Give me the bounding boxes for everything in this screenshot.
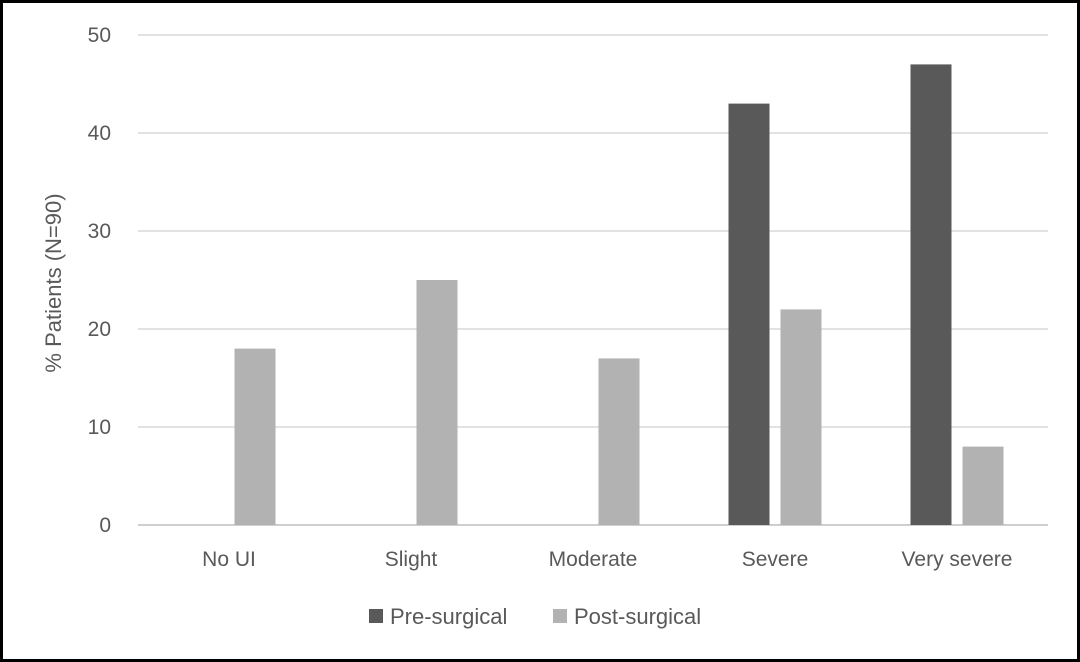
bar-pre-surgical (728, 103, 770, 525)
bar-pre-surgical (910, 64, 952, 526)
x-tick-label: Very severe (902, 548, 1013, 571)
chart-frame: 0 10 20 30 40 50 No UI Slight Moderate Severe Ver… (3, 3, 1077, 659)
x-axis-ticks: No UI Slight Moderate Severe Very severe (202, 548, 1012, 571)
bar-post-surgical (234, 348, 276, 525)
legend-label: Post-surgical (574, 604, 701, 629)
y-tick-label: 50 (88, 24, 111, 47)
legend-swatch (369, 609, 383, 623)
x-tick-label: Severe (742, 548, 809, 571)
y-axis-ticks: 0 10 20 30 40 50 (88, 24, 111, 537)
bar-chart: 0 10 20 30 40 50 No UI Slight Moderate Severe Ver… (41, 24, 1048, 629)
gridlines (138, 34, 1048, 526)
bar-post-surgical (416, 280, 458, 525)
y-tick-label: 20 (88, 318, 111, 341)
y-axis-title: % Patients (N=90) (41, 193, 66, 372)
legend: Pre-surgical Post-surgical (369, 604, 701, 629)
x-tick-label: No UI (202, 548, 256, 571)
legend-label: Pre-surgical (390, 604, 507, 629)
y-tick-label: 0 (99, 514, 111, 537)
bars (234, 64, 1004, 526)
x-tick-label: Moderate (549, 548, 638, 571)
bar-post-surgical (962, 446, 1004, 525)
legend-swatch (553, 609, 567, 623)
bar-post-surgical (780, 309, 822, 525)
y-tick-label: 40 (88, 122, 111, 145)
y-tick-label: 30 (88, 220, 111, 243)
x-tick-label: Slight (385, 548, 438, 571)
y-tick-label: 10 (88, 416, 111, 439)
bar-post-surgical (598, 358, 640, 525)
